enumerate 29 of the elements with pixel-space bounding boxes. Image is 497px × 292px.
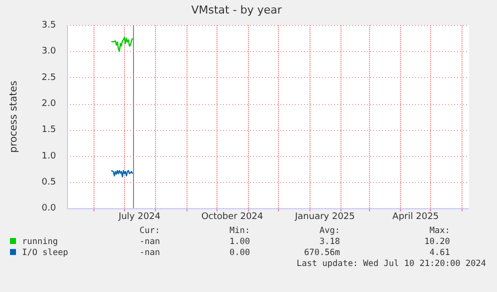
legend-label: I/O sleep <box>21 248 68 259</box>
x-tick-label: January 2025 <box>294 212 355 222</box>
y-tick-label: 0.0 <box>42 204 56 214</box>
y-tick-label: 0.5 <box>42 177 56 188</box>
y-tick-label: 2.5 <box>42 72 56 83</box>
text: 0.00 <box>230 248 250 259</box>
y-tick-label: 2.0 <box>42 98 56 109</box>
x-tick-label: October 2024 <box>201 212 264 222</box>
text: Max: <box>430 226 450 237</box>
text: 670.56m <box>304 248 340 259</box>
text: -nan <box>140 248 160 259</box>
text: 10.20 <box>424 237 450 248</box>
text: 1.00 <box>230 237 250 248</box>
text: -nan <box>140 237 160 248</box>
text: 3.18 <box>320 237 340 248</box>
text: Cur: <box>140 226 160 237</box>
x-tick-label: April 2025 <box>392 212 439 222</box>
text: Min: <box>230 226 250 237</box>
y-tick-label: 3.0 <box>42 46 56 57</box>
y-tick-label: 3.5 <box>42 20 56 31</box>
y-tick-label: 1.0 <box>42 151 56 162</box>
chart-title: VMstat - by year <box>191 3 282 16</box>
text: Avg: <box>320 226 340 237</box>
legend-label: running <box>21 237 58 248</box>
text: Last update: Wed Jul 10 21:20:00 2024 <box>296 259 486 270</box>
y-tick-label: 1.5 <box>42 125 56 136</box>
x-tick-label: July 2024 <box>118 212 161 222</box>
y-axis-title: process states <box>8 80 20 153</box>
text: 4.61 <box>430 248 450 259</box>
